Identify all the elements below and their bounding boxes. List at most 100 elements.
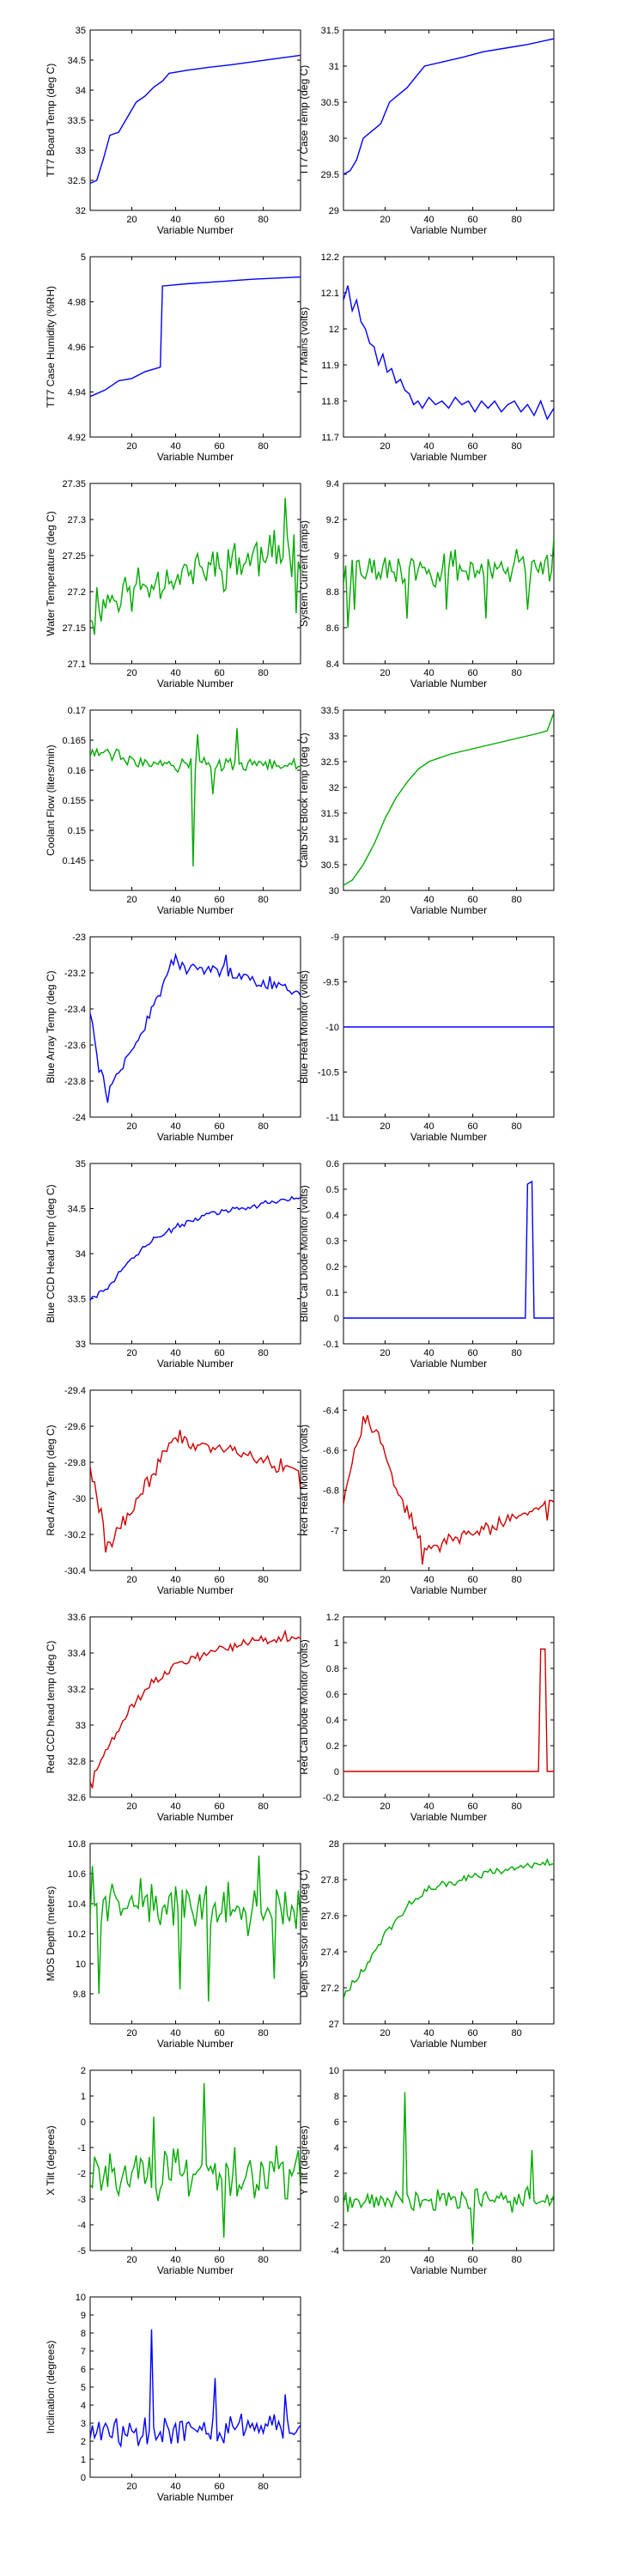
y-tick-label: 0: [334, 2195, 339, 2205]
x-tick-label: 80: [511, 215, 521, 225]
y-tick-label: 4.94: [68, 388, 86, 398]
y-tick-label: -9.5: [323, 978, 339, 988]
plot-frame: [89, 1163, 301, 1345]
y-tick-label: 30.5: [321, 860, 339, 871]
x-tick-label: 60: [467, 2255, 477, 2265]
y-tick-label: 12: [329, 325, 339, 335]
y-axis-label: Coolant Flow (liters/min): [45, 744, 57, 855]
series-line: [90, 2329, 301, 2448]
series-line: [343, 1415, 554, 1565]
x-tick-label: 60: [214, 1801, 224, 1812]
x-tick-label: 40: [423, 215, 434, 225]
series-line: [90, 54, 301, 185]
x-tick-label: 20: [126, 1575, 137, 1585]
subplot-5: 27.1 27.15 27.2 27.25 27.3 27.35 20 40 60 80 Varia…: [45, 479, 301, 690]
y-axis-label: Depth Sensor Temp (deg C): [298, 1869, 310, 1997]
y-tick-label: 0.2: [326, 1262, 339, 1273]
y-tick-label: -6.4: [323, 1406, 339, 1416]
y-tick-label: 0.1: [326, 1288, 339, 1298]
y-tick-label: 5: [81, 252, 86, 263]
x-tick-label: 60: [467, 215, 477, 225]
x-axis-label: Variable Number: [157, 2264, 234, 2276]
x-tick-label: 80: [511, 2028, 521, 2038]
y-tick-label: -10.5: [318, 1068, 339, 1078]
x-tick-label: 40: [170, 668, 180, 678]
x-tick-label: 20: [126, 895, 137, 905]
x-axis-label: Variable Number: [157, 904, 234, 916]
x-tick-label: 20: [126, 2482, 137, 2492]
y-tick-label: -3: [77, 2195, 86, 2205]
x-axis-label: Variable Number: [410, 1358, 487, 1370]
y-tick-label: -0.2: [323, 1793, 339, 1803]
plot-frame: [343, 29, 555, 211]
y-tick-label: 31: [329, 835, 339, 845]
plot-frame: [89, 29, 301, 211]
y-tick-label: 0.8: [326, 1664, 339, 1674]
subplot-20: -4 -2 0 2 4 6 8 10 20 40 60 80 Variable Number Y Tilt…: [298, 2066, 555, 2276]
x-tick-label: 60: [467, 2028, 477, 2038]
y-tick-label: -2: [331, 2221, 339, 2231]
y-tick-label: 33.5: [321, 706, 339, 716]
subplot-12: -0.1 0 0.1 0.2 0.3 0.4 0.5 0.6 20 40 60 80 Variable …: [298, 1159, 555, 1370]
y-tick-label: 8.6: [326, 623, 339, 634]
plot-frame: [89, 709, 301, 891]
y-tick-label: 0.6: [326, 1159, 339, 1170]
x-tick-label: 80: [258, 1801, 268, 1812]
x-tick-label: 60: [214, 1121, 224, 1132]
y-tick-label: 33: [76, 1721, 86, 1731]
y-tick-label: -1: [77, 2143, 86, 2154]
series-line: [343, 1648, 554, 1772]
y-axis-label: Water Temperature (deg C): [45, 511, 57, 635]
y-tick-label: -23.8: [64, 1077, 86, 1087]
y-tick-label: 6: [81, 2365, 86, 2375]
y-tick-label: 5: [81, 2383, 86, 2393]
y-tick-label: -10: [325, 1023, 339, 1033]
x-axis-label: Variable Number: [157, 1358, 234, 1370]
x-tick-label: 60: [214, 1575, 224, 1585]
series-line: [343, 1857, 554, 1999]
x-tick-label: 20: [380, 1121, 390, 1132]
plot-frame: [89, 1389, 301, 1571]
x-tick-label: 60: [214, 215, 224, 225]
y-axis-label: TT7 Case Humidity (%RH): [45, 286, 57, 408]
y-axis-label: Red Heat Monitor (volts): [298, 1425, 310, 1536]
y-tick-label: 27.2: [321, 1984, 339, 1994]
y-tick-label: 33.2: [68, 1685, 86, 1695]
x-tick-label: 40: [170, 895, 180, 905]
x-tick-label: 60: [214, 668, 224, 678]
subplot-17: 9.8 10 10.2 10.4 10.6 10.8 20 40 60 80 Variable Nu…: [45, 1839, 301, 2050]
y-axis-label: Blue Heat Monitor (volts): [298, 970, 310, 1084]
y-tick-label: 0.15: [68, 826, 86, 836]
y-tick-label: -30.2: [64, 1530, 86, 1540]
x-tick-label: 20: [380, 668, 390, 678]
x-axis-label: Variable Number: [410, 224, 487, 236]
x-axis-label: Variable Number: [157, 1811, 234, 1823]
y-tick-label: 6: [334, 2117, 339, 2128]
series-line: [343, 2092, 554, 2245]
y-tick-label: 11.9: [321, 361, 339, 371]
x-tick-label: 40: [423, 2255, 434, 2265]
x-tick-label: 60: [467, 668, 477, 678]
y-tick-label: 0.4: [326, 1211, 339, 1221]
y-tick-label: 0.145: [62, 856, 86, 866]
y-tick-label: 1: [81, 2092, 86, 2102]
plot-frame: [343, 1389, 555, 1571]
y-tick-label: 9.2: [326, 515, 339, 526]
x-tick-label: 40: [170, 1801, 180, 1812]
series-line: [343, 38, 554, 175]
x-axis-label: Variable Number: [410, 2038, 487, 2050]
series-line: [90, 727, 301, 867]
x-tick-label: 80: [511, 2255, 521, 2265]
subplot-9: -24 -23.8 -23.6 -23.4 -23.2 -23 20 40 60 80 Variab…: [45, 933, 301, 1143]
x-tick-label: 80: [258, 2028, 268, 2038]
y-axis-label: Red CCD head temp (deg C): [45, 1641, 57, 1774]
y-tick-label: 10: [76, 2293, 86, 2303]
y-tick-label: 30: [329, 886, 339, 896]
y-tick-label: 9: [81, 2311, 86, 2321]
x-tick-label: 80: [258, 1121, 268, 1132]
x-tick-label: 40: [423, 1801, 434, 1812]
subplot-14: -7 -6.8 -6.6 -6.4 20 40 60 80 Variable Number Red…: [298, 1389, 555, 1596]
x-tick-label: 40: [170, 2255, 180, 2265]
y-tick-label: 33.5: [68, 116, 86, 126]
